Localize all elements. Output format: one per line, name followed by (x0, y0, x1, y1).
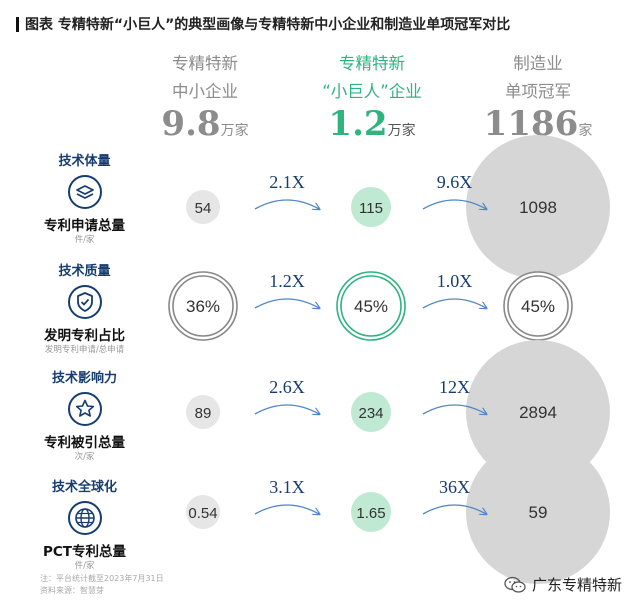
bubble-label: 59 (529, 503, 548, 522)
row-sub: 发明专利申请/总申请 (44, 345, 125, 355)
bubble-label: 1.65 (356, 505, 385, 522)
title-text: 图表 专精特新“小巨人”的典型画像与专精特新中小企业和制造业单项冠军对比 (25, 17, 511, 33)
column-line1: 专精特新 (172, 54, 238, 73)
row-category: 技术影响力 (51, 371, 117, 386)
footnote: 注：平台统计截至2023年7月31日 资料来源：智慧芽 (40, 573, 164, 597)
bubble-outline (168, 271, 238, 341)
ratio-arrow (254, 199, 319, 209)
footnote-line1: 注：平台统计截至2023年7月31日 (40, 574, 164, 583)
bubble-inner-ring (172, 275, 234, 337)
column-header-champion: 制造业 单项冠军 1186家 (453, 50, 623, 145)
column-line2: 中小企业 (172, 82, 238, 101)
row-sub: 次/家 (74, 452, 95, 462)
ratio-label: 9.6X (437, 172, 473, 192)
row-sub: 件/家 (74, 235, 95, 245)
chart-title: 图表 专精特新“小巨人”的典型画像与专精特新中小企业和制造业单项冠军对比 (16, 14, 510, 34)
column-number: 9.8 (161, 104, 221, 144)
bubble-label: 89 (195, 405, 212, 422)
brand-name: 广东专精特新 (531, 576, 622, 594)
bubble (351, 392, 391, 432)
footnote-line2: 资料来源：智慧芽 (40, 586, 104, 595)
column-line1: 制造业 (513, 54, 563, 73)
bubble (466, 135, 610, 279)
column-number: 1186 (483, 104, 579, 144)
bubble-label: 54 (195, 200, 212, 217)
column-line2: 单项冠军 (505, 82, 571, 101)
row-label-volume: 技术体量 专利申请总量 件/家 (12, 150, 157, 246)
bubble-label: 234 (358, 405, 383, 422)
bubble (351, 492, 391, 532)
wechat-icon (504, 576, 526, 593)
row-metric: 发明专利占比 (44, 328, 125, 344)
star-icon (67, 392, 102, 426)
ratio-label: 12X (439, 377, 470, 397)
bubble (351, 187, 391, 227)
ratio-arrow (422, 199, 486, 209)
column-unit: 家 (578, 123, 593, 139)
row-category: 技术质量 (58, 264, 111, 279)
ratio-arrow (254, 504, 319, 514)
bubble-label: 1098 (519, 198, 557, 217)
column-unit: 万家 (387, 123, 416, 139)
row-label-quality: 技术质量 发明专利占比 发明专利申请/总申请 (12, 260, 157, 356)
bubble-label: 45% (354, 297, 388, 316)
ratio-arrow (254, 404, 319, 414)
ratio-label: 3.1X (269, 477, 305, 497)
ratio-arrow (422, 298, 486, 308)
column-header-sme: 专精特新 中小企业 9.8万家 (120, 50, 290, 145)
row-label-influence: 技术影响力 专利被引总量 次/家 (12, 367, 157, 463)
ratio-arrow (422, 504, 486, 514)
row-metric: 专利被引总量 (44, 435, 125, 451)
bubble-inner-ring (507, 275, 569, 337)
column-line1: 专精特新 (339, 54, 405, 73)
bubble (186, 495, 220, 529)
bubble (186, 190, 220, 224)
ratio-label: 1.2X (269, 271, 305, 291)
bubble-inner-ring (340, 275, 402, 337)
bubble (186, 395, 220, 429)
shield-check-icon (67, 285, 102, 319)
ratio-arrow (422, 404, 486, 414)
row-metric: PCT专利总量 (42, 544, 126, 560)
row-metric: 专利申请总量 (44, 218, 125, 234)
bubble (466, 340, 610, 484)
bubble-label: 0.54 (188, 505, 217, 522)
row-sub: 件/家 (74, 561, 95, 571)
bubble (466, 440, 610, 584)
ratio-arrow (254, 298, 319, 308)
layers-icon (67, 175, 102, 209)
column-unit: 万家 (220, 123, 249, 139)
bubble-label: 45% (521, 297, 555, 316)
column-header-little-giant: 专精特新 “小巨人”企业 1.2万家 (287, 50, 457, 145)
ratio-label: 2.6X (269, 377, 305, 397)
ratio-label: 1.0X (437, 271, 473, 291)
column-line2: “小巨人”企业 (322, 82, 422, 101)
bubble-label: 36% (186, 297, 220, 316)
column-number: 1.2 (328, 104, 388, 144)
globe-icon (67, 501, 102, 535)
row-category: 技术全球化 (51, 480, 117, 495)
ratio-label: 2.1X (269, 172, 305, 192)
ratio-label: 36X (439, 477, 470, 497)
row-category: 技术体量 (58, 154, 111, 169)
row-label-globalization: 技术全球化 PCT专利总量 件/家 (12, 476, 157, 572)
bubble-outline (336, 271, 406, 341)
bubble-label: 115 (359, 200, 383, 217)
brand: 广东专精特新 (504, 574, 622, 595)
bubble-label: 2894 (519, 403, 557, 422)
title-bar (16, 16, 19, 32)
